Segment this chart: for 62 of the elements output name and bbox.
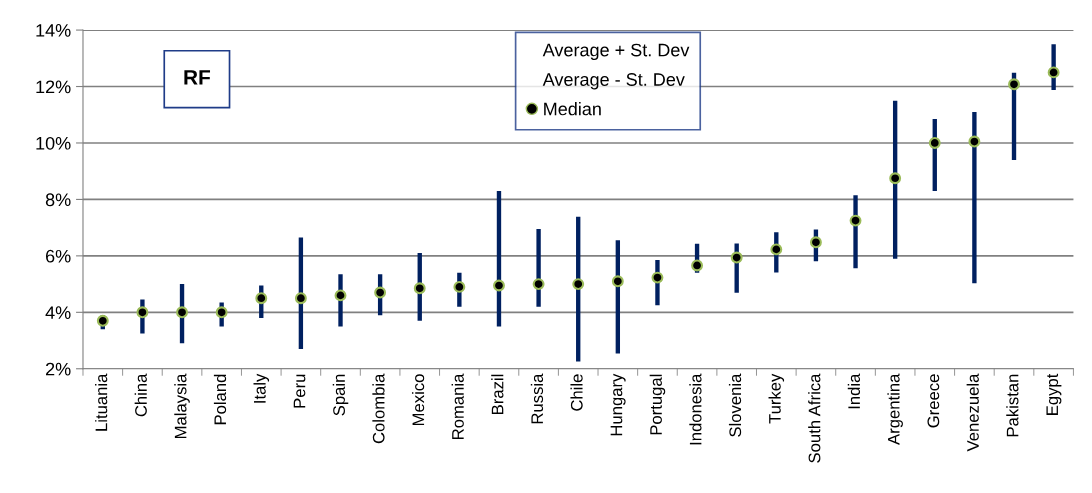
bar — [972, 111, 977, 284]
x-tick-label: Mexico — [411, 374, 425, 426]
y-tick-label: 2% — [46, 362, 71, 376]
x-tick-label: Malaysia — [174, 373, 190, 439]
point — [294, 292, 307, 305]
x-tick-label: Peru — [293, 374, 306, 408]
x-tick-label: Colombia — [372, 373, 385, 444]
x-tick-label: Chile — [570, 374, 583, 411]
x-tick-label: South Africa — [808, 373, 821, 463]
point — [374, 286, 387, 299]
x-tick-label: Romania — [451, 373, 464, 439]
x-tick-label: Turkey — [768, 373, 785, 424]
point — [730, 251, 743, 264]
point — [215, 306, 228, 319]
y-tick-label: 12% — [36, 80, 71, 94]
text: RF — [184, 70, 211, 85]
point — [651, 271, 664, 284]
x-tick-label: Argentina — [887, 373, 903, 445]
x-tick-label: Italy — [253, 373, 270, 403]
x-tick-label: Pakistan — [1006, 374, 1019, 437]
point — [849, 214, 862, 227]
y-tick-label: 6% — [46, 249, 71, 263]
point — [928, 137, 941, 149]
point — [691, 259, 704, 272]
y-tick-label: 4% — [45, 306, 71, 319]
point — [809, 236, 822, 249]
x-tick-label: Brazil — [491, 374, 504, 414]
point — [968, 135, 981, 148]
annotation: Average - St. Dev — [542, 73, 685, 90]
legend-label: Median — [544, 102, 601, 116]
point — [334, 289, 347, 302]
x-tick-label: Indonesia — [689, 373, 702, 445]
annotation: Average + St. Dev — [542, 43, 690, 60]
y-tick-label: 14% — [36, 24, 71, 37]
point — [493, 279, 505, 292]
point — [889, 172, 902, 185]
point — [532, 278, 545, 291]
point — [572, 278, 585, 291]
x-tick-label: Spain — [332, 374, 349, 416]
x-tick-label: Lituania — [95, 373, 108, 431]
x-tick-label: Greece — [927, 374, 940, 428]
x-tick-label: China — [134, 373, 147, 417]
x-tick-label: Venezuela — [966, 373, 979, 452]
point — [255, 292, 268, 305]
x-tick-label: Egypt — [1046, 373, 1062, 415]
x-tick-label: Russia — [530, 373, 544, 424]
point — [453, 280, 466, 293]
x-tick-label: Slovenia — [728, 373, 742, 437]
y-tick-label: 8% — [45, 193, 71, 207]
x-tick-label: Portugal — [649, 374, 666, 435]
x-tick-label: India — [847, 373, 861, 409]
x-tick-label: Poland — [213, 374, 227, 425]
point — [413, 282, 426, 295]
point — [176, 306, 188, 319]
point — [96, 314, 109, 327]
point — [1008, 78, 1020, 91]
point — [1047, 66, 1060, 79]
x-tick-label: Hungary — [610, 373, 626, 436]
point — [136, 306, 149, 319]
point — [611, 275, 624, 288]
point — [770, 243, 783, 256]
y-tick-label: 10% — [36, 136, 71, 150]
